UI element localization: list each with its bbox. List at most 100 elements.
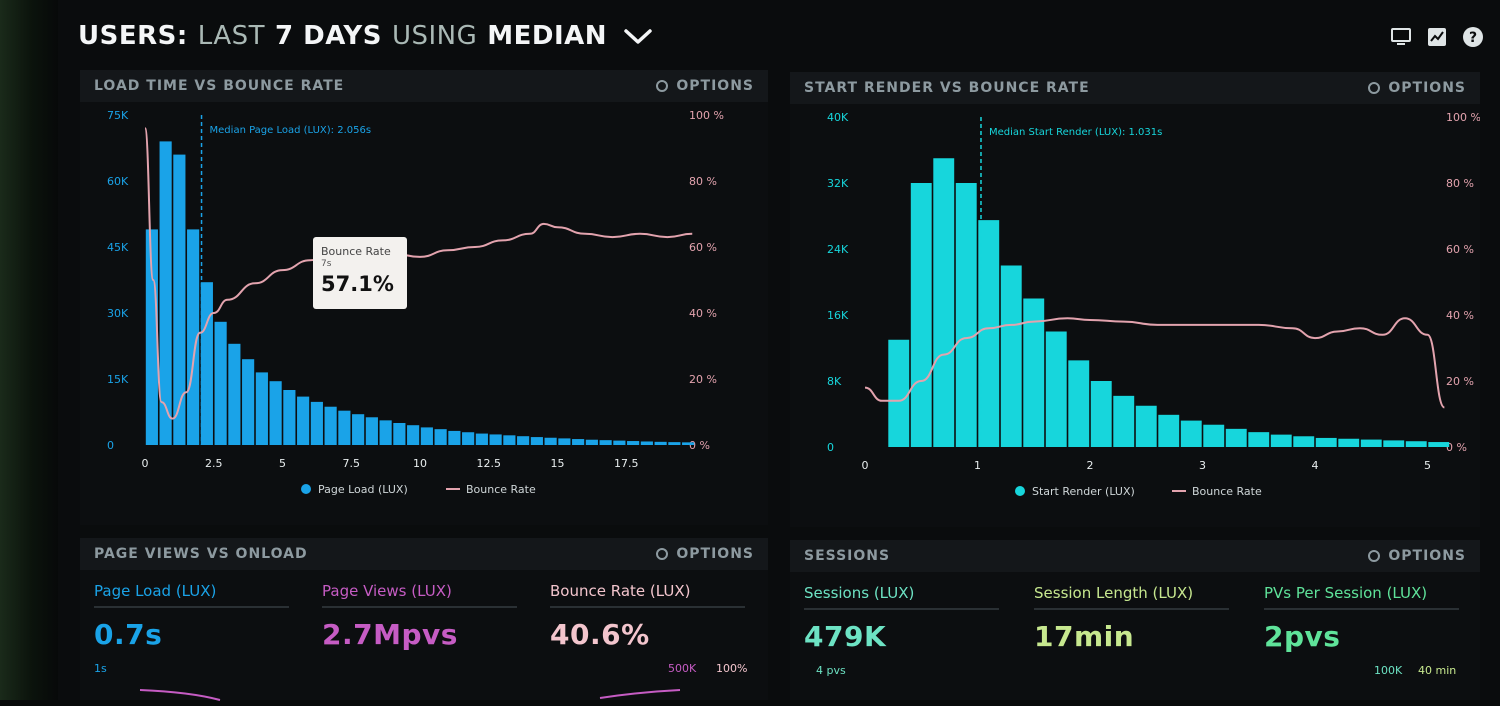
legend-label: Bounce Rate <box>466 483 536 496</box>
histogram-bar <box>489 434 502 445</box>
options-button[interactable]: OPTIONS <box>656 78 754 94</box>
histogram-bar <box>1383 440 1405 447</box>
histogram-bar <box>1023 298 1045 447</box>
histogram-bar <box>682 442 695 445</box>
histogram-bar <box>1158 414 1180 447</box>
metric-value: 2.7Mpvs <box>322 618 458 651</box>
legend-marker <box>301 484 311 494</box>
panel-title: PAGE VIEWS VS ONLOAD <box>94 546 308 562</box>
histogram-bar <box>338 410 351 445</box>
axis-label: 100% <box>716 662 748 675</box>
y-tick-label: 0 <box>827 441 834 454</box>
histogram-bar <box>159 141 172 445</box>
histogram-bar <box>654 441 667 445</box>
histogram-bar <box>1045 331 1067 447</box>
y2-tick-label: 60 % <box>689 241 717 254</box>
y-tick-label: 15K <box>107 373 129 386</box>
chevron-down-icon[interactable] <box>623 26 653 46</box>
tooltip-title: Bounce Rate <box>321 245 391 258</box>
axis-label: 500K <box>668 662 697 675</box>
x-tick-label: 12.5 <box>477 457 502 470</box>
x-tick-label: 3 <box>1199 459 1206 472</box>
histogram-bar <box>255 372 268 445</box>
histogram-bar <box>475 433 488 445</box>
start-render-panel: START RENDER VS BOUNCE RATE OPTIONS 0 8K 1… <box>790 72 1480 527</box>
histogram-bar <box>1405 441 1427 447</box>
y2-tick-label: 20 % <box>689 373 717 386</box>
y-tick-label: 0 <box>107 439 114 452</box>
histogram-bar <box>1225 428 1247 447</box>
y-tick-label: 45K <box>107 241 129 254</box>
options-button[interactable]: OPTIONS <box>656 546 754 562</box>
metric-label: Page Views (LUX) <box>322 582 517 608</box>
x-tick-label: 1 <box>974 459 981 472</box>
tooltip-subtitle: 7s <box>321 259 332 269</box>
histogram-bar <box>530 437 543 445</box>
chart-icon[interactable] <box>1426 26 1448 48</box>
load-time-panel: LOAD TIME VS BOUNCE RATE OPTIONS 0 15K 30K… <box>80 70 768 525</box>
title-aggregation-value: MEDIAN <box>487 21 608 51</box>
toolbar-icons: ? <box>1390 26 1484 48</box>
histogram-bar <box>585 439 598 445</box>
dashboard-screen: USERS: LAST 7 DAYS USING MEDIAN ? LOAD T… <box>58 0 1500 701</box>
y2-tick-label: 100 % <box>1446 111 1480 124</box>
page-views-metric: Page Views (LUX) 2.7Mpvs <box>322 582 517 651</box>
options-button[interactable]: OPTIONS <box>1368 548 1466 564</box>
y2-tick-label: 40 % <box>1446 309 1474 322</box>
monitor-bezel <box>0 0 58 700</box>
options-button[interactable]: OPTIONS <box>1368 80 1466 96</box>
metric-value: 0.7s <box>94 618 163 651</box>
histogram-bar <box>393 423 406 445</box>
histogram-bar <box>297 396 310 445</box>
options-label: OPTIONS <box>676 78 754 94</box>
session-length-metric: Session Length (LUX) 17min <box>1034 584 1229 653</box>
histogram-bar <box>1180 420 1202 447</box>
histogram-bar <box>572 439 585 445</box>
histogram-bar <box>933 158 955 447</box>
x-tick-label: 2.5 <box>205 457 223 470</box>
y-tick-label: 16K <box>827 309 849 322</box>
histogram-bar <box>187 229 200 445</box>
title-range-label: LAST <box>197 21 266 51</box>
panel-header: START RENDER VS BOUNCE RATE OPTIONS <box>790 72 1480 104</box>
bounce-rate-line <box>864 317 1446 409</box>
chart-tooltip: Bounce Rate 7s 57.1% <box>313 237 407 309</box>
sessions-metric: Sessions (LUX) 479K <box>804 584 999 653</box>
histogram-bar <box>173 154 186 445</box>
median-label: Median Page Load (LUX): 2.056s <box>210 125 372 136</box>
panel-title: LOAD TIME VS BOUNCE RATE <box>94 78 345 94</box>
histogram-bar <box>420 427 433 445</box>
mini-trend-chart <box>139 689 681 701</box>
x-tick-label: 10 <box>413 457 427 470</box>
panel-header: SESSIONS OPTIONS <box>790 540 1480 572</box>
x-tick-label: 4 <box>1312 459 1319 472</box>
histogram-bar <box>269 381 282 445</box>
x-tick-label: 7.5 <box>343 457 361 470</box>
gear-icon <box>1368 550 1381 562</box>
y2-tick-label: 100 % <box>689 109 724 122</box>
monitor-icon[interactable] <box>1390 26 1412 48</box>
histogram-bar <box>1248 432 1270 447</box>
histogram-bar <box>517 436 530 445</box>
dashboard-title[interactable]: USERS: LAST 7 DAYS USING MEDIAN <box>78 18 653 54</box>
histogram-bar <box>379 420 392 445</box>
histogram-bar <box>434 429 447 445</box>
median-label: Median Start Render (LUX): 1.031s <box>989 127 1162 138</box>
x-tick-label: 15 <box>551 457 565 470</box>
histogram-bar <box>283 390 296 445</box>
histogram-bar <box>214 321 227 445</box>
x-tick-label: 5 <box>279 457 286 470</box>
tooltip-value: 57.1% <box>321 272 394 296</box>
help-icon[interactable]: ? <box>1462 26 1484 48</box>
panel-title: SESSIONS <box>804 548 891 564</box>
x-tick-label: 17.5 <box>614 457 639 470</box>
histogram-bar <box>365 417 378 445</box>
metric-label: Sessions (LUX) <box>804 584 999 610</box>
start-render-chart: 0 8K 16K 24K 32K 40K 0 % 20 % 40 % 60 % 80 % 100 % 0… <box>827 111 1480 498</box>
legend-label: Start Render (LUX) <box>1032 485 1135 498</box>
histogram-bar <box>613 440 626 445</box>
bounce-rate-line <box>144 127 693 420</box>
histogram-bar <box>955 183 977 447</box>
y-tick-label: 8K <box>827 375 842 388</box>
histogram-bar <box>200 282 213 445</box>
